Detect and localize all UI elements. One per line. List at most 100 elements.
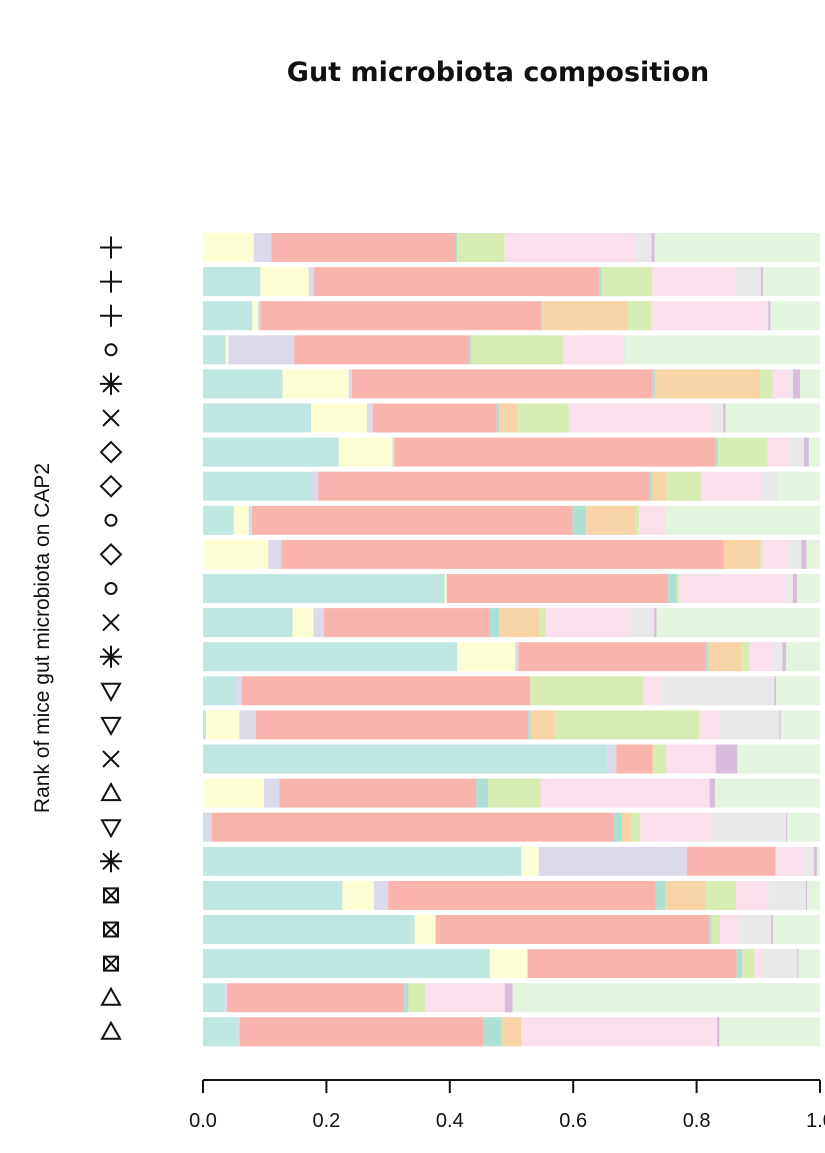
bar-segment-2-2 xyxy=(260,267,309,297)
bar-segment-2-10 xyxy=(760,267,764,297)
row-marker-plus-icon xyxy=(100,270,122,293)
bar-segment-8-5 xyxy=(649,471,653,501)
bar-segment-18-10 xyxy=(786,812,788,842)
bar-segment-24-1 xyxy=(203,1017,239,1047)
bar-segment-9-7 xyxy=(635,505,640,535)
bar-segment-15-2 xyxy=(206,710,240,740)
row-marker-triangle-up-icon xyxy=(100,986,122,1006)
bar-segment-22-2 xyxy=(489,949,528,979)
bar-segment-20-2 xyxy=(342,880,374,910)
bar-segment-10-10 xyxy=(801,539,807,569)
bar-segment-12-2 xyxy=(292,608,314,638)
bar-segment-20-1 xyxy=(203,880,343,910)
bar-segment-6-3 xyxy=(367,403,373,433)
bar-segment-17-4 xyxy=(279,778,477,808)
bar-segment-12-4 xyxy=(323,608,490,638)
bar-segment-11-8 xyxy=(679,574,787,603)
bar-segment-6-2 xyxy=(310,403,368,433)
row-marker-asterisk-icon xyxy=(100,645,122,668)
bar-segment-5-9 xyxy=(790,369,793,399)
bar-segment-15-3 xyxy=(239,710,257,740)
bar-segment-9-11 xyxy=(665,505,820,535)
bar-segment-18-9 xyxy=(711,812,787,842)
bar-segment-20-3 xyxy=(373,880,389,910)
bar-segment-13-8 xyxy=(749,642,774,672)
bar-segment-7-2 xyxy=(338,437,393,467)
bar-segment-14-3 xyxy=(235,676,242,706)
bars-group xyxy=(203,233,821,1047)
x-tick-label: 0.2 xyxy=(312,1110,340,1132)
bar-segment-8-4 xyxy=(318,471,650,501)
bar-segment-14-11 xyxy=(776,676,820,706)
bar-segment-13-11 xyxy=(786,642,821,672)
bar-segment-21-2 xyxy=(414,915,436,944)
x-tick-label: 0.8 xyxy=(683,1110,711,1132)
chart-title: Gut microbiota composition xyxy=(287,57,709,88)
bar-segment-5-3 xyxy=(348,369,352,399)
bar-segment-7-1 xyxy=(203,437,339,467)
x-axis: 0.0 0.2 0.4 0.6 0.8 1.0 xyxy=(189,1079,825,1132)
bar-segment-1-9 xyxy=(636,233,652,262)
bar-segment-15-11 xyxy=(780,710,820,740)
bar-segment-14-1 xyxy=(203,676,236,706)
row-marker-cross-icon xyxy=(102,409,120,427)
bar-segment-15-1 xyxy=(203,710,207,740)
bar-segment-6-4 xyxy=(372,403,497,433)
bar-segment-6-7 xyxy=(517,403,569,433)
bar-segment-5-2 xyxy=(282,369,349,399)
bar-segment-19-3 xyxy=(538,846,687,876)
bar-segment-1-8 xyxy=(504,233,637,262)
bar-segment-13-5 xyxy=(705,642,709,672)
bar-segment-9-1 xyxy=(203,505,234,535)
row-marker-circle-icon xyxy=(104,513,118,527)
bar-segment-10-4 xyxy=(281,539,724,569)
bar-segment-18-6 xyxy=(621,812,632,842)
row-marker-cross-icon xyxy=(102,750,120,768)
bar-segment-19-2 xyxy=(521,846,539,876)
bar-segment-4-1 xyxy=(203,335,226,365)
bar-segment-14-7 xyxy=(530,676,644,706)
bar-segment-10-2 xyxy=(203,539,269,569)
bar-segment-16-7 xyxy=(652,744,667,774)
bar-segment-5-1 xyxy=(203,369,283,399)
bar-segment-5-8 xyxy=(772,369,791,399)
bar-segment-8-7 xyxy=(666,471,701,501)
bar-segment-6-6 xyxy=(499,403,518,433)
bar-segment-21-11 xyxy=(773,915,820,944)
bar-segment-15-4 xyxy=(256,710,529,740)
bar-segment-14-8 xyxy=(643,676,662,706)
bar-segment-16-3 xyxy=(607,744,617,774)
bar-segment-9-2 xyxy=(233,505,249,535)
bar-segment-1-11 xyxy=(654,233,820,262)
bar-segment-1-2 xyxy=(203,233,254,262)
row-marker-triangle-up-icon xyxy=(100,782,122,802)
bar-segment-2-7 xyxy=(601,267,653,297)
bar-segment-22-11 xyxy=(798,949,821,979)
x-tick-label: 0.0 xyxy=(189,1110,217,1132)
bar-segment-13-2 xyxy=(457,642,516,672)
bar-segment-10-8 xyxy=(762,539,788,569)
bar-segment-9-4 xyxy=(251,505,573,535)
bar-segment-8-6 xyxy=(652,471,667,501)
bar-segment-6-9 xyxy=(712,403,724,433)
bar-segment-11-1 xyxy=(203,574,445,603)
bar-segment-17-10 xyxy=(709,778,716,808)
bar-segment-15-8 xyxy=(699,710,720,740)
bar-segment-11-5 xyxy=(668,574,677,603)
bar-segment-5-5 xyxy=(652,369,656,399)
bar-segment-1-5 xyxy=(455,233,458,262)
bar-segment-13-7 xyxy=(741,642,750,672)
bar-segment-11-10 xyxy=(792,574,798,603)
bar-segment-6-11 xyxy=(725,403,820,433)
bar-segment-14-10 xyxy=(774,676,777,706)
bar-segment-17-7 xyxy=(488,778,541,808)
row-marker-triangle-up-icon xyxy=(100,1020,122,1040)
bar-segment-15-9 xyxy=(719,710,780,740)
bar-segment-20-10 xyxy=(805,880,808,910)
bar-segment-23-7 xyxy=(408,983,426,1013)
bar-segment-2-11 xyxy=(763,267,820,297)
bar-segment-19-8 xyxy=(775,846,805,876)
bar-segment-3-1 xyxy=(203,301,253,331)
bar-segment-2-3 xyxy=(308,267,315,297)
